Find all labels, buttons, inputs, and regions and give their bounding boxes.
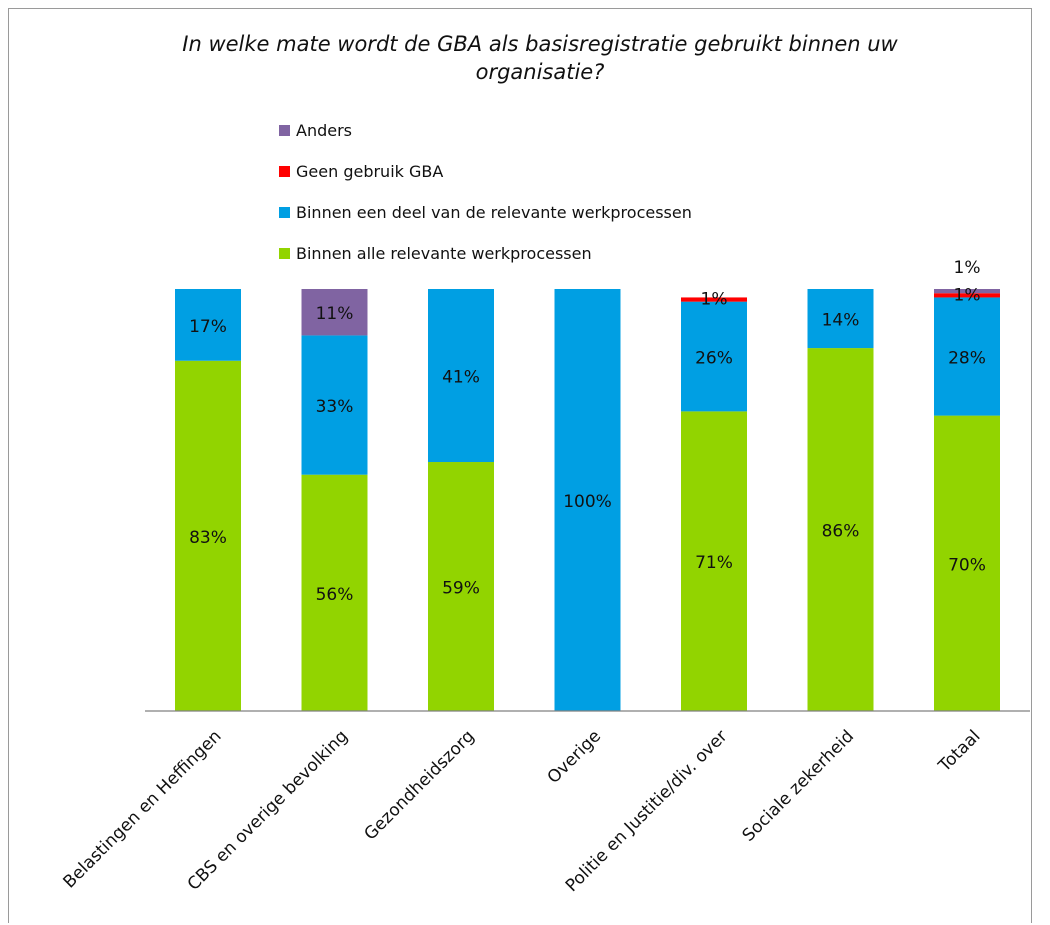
data-label: 100% <box>563 492 612 512</box>
bar-segment <box>807 289 874 349</box>
category-label: Overige <box>544 726 605 787</box>
bar-segment <box>428 289 494 463</box>
legend-swatch <box>279 166 290 177</box>
data-label: 14% <box>822 311 860 331</box>
data-label: 1% <box>954 258 981 278</box>
data-label: 59% <box>442 579 480 599</box>
legend-item: Binnen een deel van de relevante werkpro… <box>279 192 692 233</box>
bar-segment <box>681 411 747 711</box>
data-label: 33% <box>316 397 354 417</box>
bar-segment <box>681 301 747 412</box>
legend-label: Anders <box>296 121 352 140</box>
data-label: 71% <box>695 553 733 573</box>
legend-swatch <box>279 248 290 259</box>
legend-label: Geen gebruik GBA <box>296 162 444 181</box>
bar-segment <box>428 462 494 711</box>
legend-label: Binnen alle relevante werkprocessen <box>296 244 592 263</box>
data-label: 56% <box>316 585 354 605</box>
data-label: 41% <box>442 368 480 388</box>
bar-segment <box>301 289 368 336</box>
legend-swatch <box>279 125 290 136</box>
data-label: 86% <box>822 522 860 542</box>
data-label: 1% <box>701 290 728 310</box>
category-label: Gezondheidszorg <box>360 726 478 844</box>
data-label: 70% <box>948 555 986 575</box>
category-label: Totaal <box>934 726 984 776</box>
bar-segment <box>934 297 1000 416</box>
bar-segment <box>301 474 368 711</box>
data-label: 83% <box>189 528 227 548</box>
legend-item: Anders <box>279 110 692 151</box>
bar-segment <box>301 335 368 475</box>
legend-swatch <box>279 207 290 218</box>
bar-segment <box>934 415 1000 711</box>
legend-item: Geen gebruik GBA <box>279 151 692 192</box>
chart-title: In welke mate wordt de GBA als basisregi… <box>182 32 898 84</box>
legend: Anders Geen gebruik GBA Binnen een deel va… <box>279 110 692 274</box>
legend-label: Binnen een deel van de relevante werkpro… <box>296 203 692 222</box>
legend-item: Binnen alle relevante werkprocessen <box>279 233 692 274</box>
bar-segment <box>807 348 874 711</box>
data-label: 26% <box>695 349 733 369</box>
data-label: 1% <box>954 285 981 305</box>
bar-segment <box>934 289 1000 294</box>
bar-segment <box>934 293 1000 298</box>
data-label: 17% <box>189 317 227 337</box>
data-label: 28% <box>948 349 986 369</box>
bar-segment <box>175 289 241 361</box>
bar-segment <box>175 360 241 711</box>
bar-segment <box>681 297 747 302</box>
bar-segment <box>554 289 621 711</box>
category-label: Sociale zekerheid <box>739 726 858 845</box>
data-label: 11% <box>316 304 354 324</box>
